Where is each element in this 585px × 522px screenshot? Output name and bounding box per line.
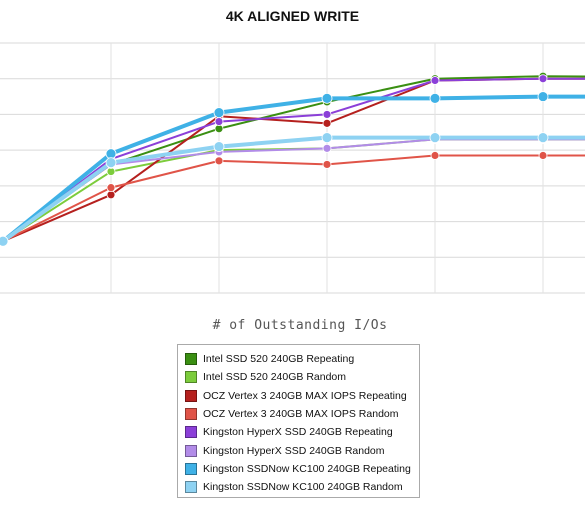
- legend-label: Kingston SSDNow KC100 240GB Random: [203, 481, 403, 494]
- data-point: [105, 148, 117, 160]
- series-6: [0, 135, 585, 246]
- data-point: [106, 183, 116, 193]
- data-point: [538, 74, 548, 84]
- legend-swatch: [185, 389, 197, 402]
- data-point: [213, 141, 225, 152]
- data-point: [0, 235, 9, 247]
- legend-swatch: [185, 462, 197, 475]
- legend-item[interactable]: OCZ Vertex 3 240GB MAX IOPS Repeating: [185, 387, 419, 405]
- data-point: [214, 156, 224, 166]
- legend-item[interactable]: Kingston SSDNow KC100 240GB Random: [185, 478, 419, 496]
- data-point: [105, 157, 117, 169]
- legend-swatch: [185, 371, 197, 384]
- data-point: [322, 110, 332, 119]
- series-2: [0, 135, 585, 246]
- data-point: [213, 107, 225, 119]
- data-point: [537, 132, 549, 144]
- data-point: [321, 92, 333, 104]
- legend-swatch: [185, 408, 197, 421]
- series-line: [1, 135, 585, 243]
- series-4: [0, 151, 585, 246]
- legend-label: Intel SSD 520 240GB Repeating: [203, 353, 355, 366]
- legend-item[interactable]: Kingston HyperX SSD 240GB Random: [185, 441, 419, 459]
- data-point: [321, 132, 333, 144]
- legend-label: Kingston HyperX SSD 240GB Repeating: [203, 426, 393, 439]
- legend-swatch: [185, 353, 197, 366]
- legend: Intel SSD 520 240GB Repeating Intel SSD 5…: [177, 344, 420, 498]
- legend-label: Kingston SSDNow KC100 240GB Repeating: [203, 462, 411, 475]
- legend-label: OCZ Vertex 3 240GB MAX IOPS Random: [203, 408, 399, 421]
- line-chart: 1248163264: [0, 42, 585, 294]
- legend-swatch: [185, 444, 197, 457]
- series-5: [0, 74, 585, 246]
- data-point: [537, 91, 549, 102]
- legend-item[interactable]: Intel SSD 520 240GB Random: [185, 368, 419, 386]
- series-8: [0, 132, 585, 247]
- legend-item[interactable]: Intel SSD 520 240GB Repeating: [185, 350, 419, 368]
- data-point: [538, 151, 548, 160]
- data-point: [430, 151, 440, 160]
- data-point: [430, 76, 440, 85]
- legend-swatch: [185, 426, 197, 439]
- legend-item[interactable]: OCZ Vertex 3 240GB MAX IOPS Random: [185, 405, 419, 423]
- x-axis-label: # of Outstanding I/Os: [212, 318, 388, 333]
- legend-label: Intel SSD 520 240GB Random: [203, 371, 347, 384]
- legend-label: OCZ Vertex 3 240GB MAX IOPS Repeating: [203, 389, 407, 402]
- data-point: [429, 92, 441, 104]
- data-point: [322, 160, 332, 169]
- legend-item[interactable]: Kingston SSDNow KC100 240GB Repeating: [185, 460, 419, 478]
- series-lines: [0, 71, 585, 247]
- series-line: [1, 94, 585, 243]
- chart-title: 4K ALIGNED WRITE: [225, 8, 360, 24]
- legend-label: Kingston HyperX SSD 240GB Random: [203, 444, 385, 457]
- legend-swatch: [185, 481, 197, 494]
- data-point: [429, 132, 441, 144]
- data-point: [214, 117, 224, 126]
- data-point: [322, 118, 332, 128]
- grid: [0, 42, 585, 294]
- data-point: [322, 143, 332, 153]
- series-3: [0, 74, 585, 246]
- legend-item[interactable]: Kingston HyperX SSD 240GB Repeating: [185, 423, 419, 441]
